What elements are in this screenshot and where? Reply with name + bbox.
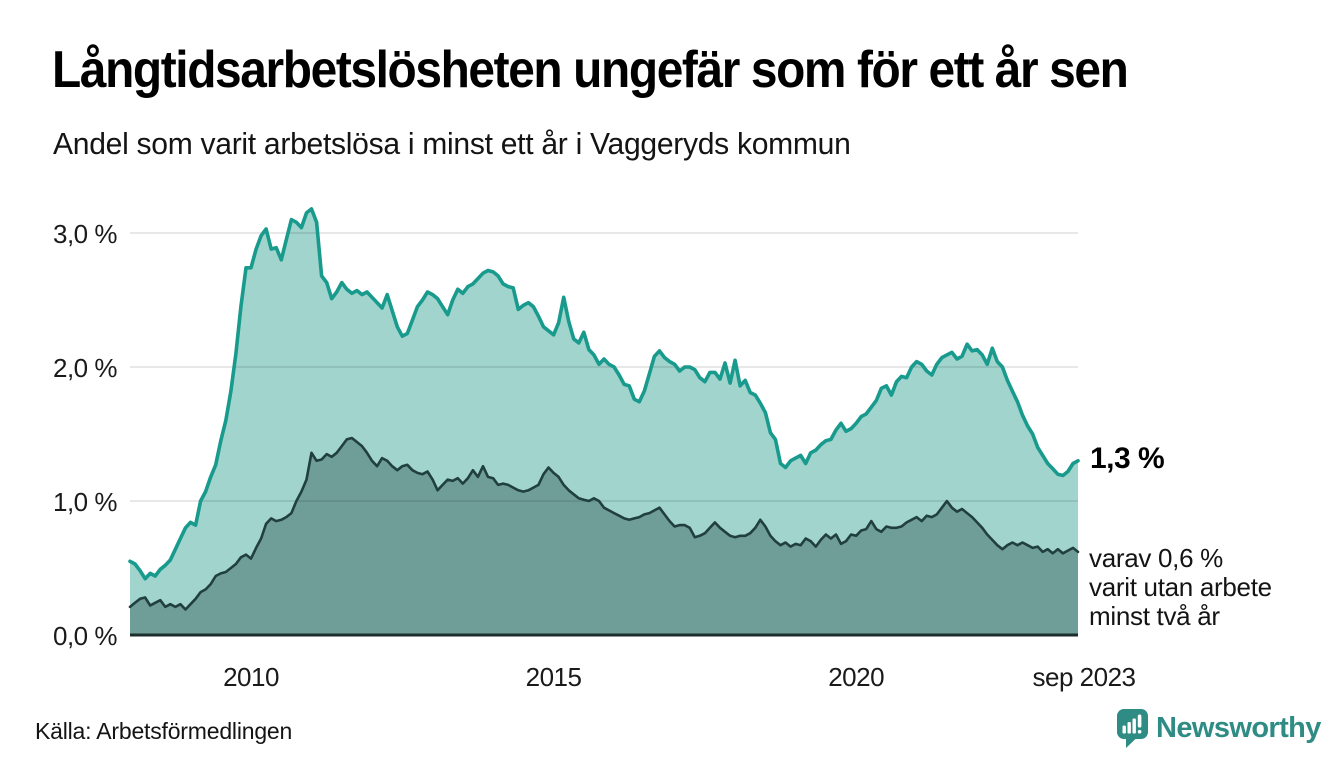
page-title: Långtidsarbetslösheten ungefär som för e…: [52, 41, 1129, 99]
y-tick-label: 2,0 %: [53, 353, 118, 383]
source-note: Källa: Arbetsförmedlingen: [35, 718, 293, 744]
y-tick-label: 1,0 %: [53, 487, 118, 517]
newsworthy-bubble-chart-icon: [1117, 709, 1148, 748]
secondary-annotation-line1: varav 0,6 %: [1089, 543, 1223, 573]
lower-line: [128, 436, 1080, 611]
x-tick-label: 2010: [223, 662, 279, 692]
secondary-annotation-line3: minst två år: [1089, 601, 1220, 631]
newsworthy-logo: Newsworthy: [1117, 709, 1321, 748]
secondary-annotation: varav 0,6 % varit utan arbete minst två …: [1089, 544, 1272, 631]
x-tick-label: sep 2023: [1032, 662, 1136, 692]
secondary-annotation-line2: varit utan arbete: [1089, 572, 1272, 602]
newsworthy-wordmark: Newsworthy: [1156, 712, 1321, 744]
page-subtitle: Andel som varit arbetslösa i minst ett å…: [53, 126, 851, 161]
upper-line: [128, 207, 1080, 581]
lower-area-fill: [130, 438, 1078, 635]
latest-value-annotation: 1,3 %: [1090, 441, 1165, 475]
y-tick-label: 3,0 %: [53, 219, 118, 249]
y-tick-label: 0,0 %: [53, 621, 118, 651]
x-tick-label: 2015: [525, 662, 582, 692]
x-tick-label: 2020: [828, 662, 885, 692]
